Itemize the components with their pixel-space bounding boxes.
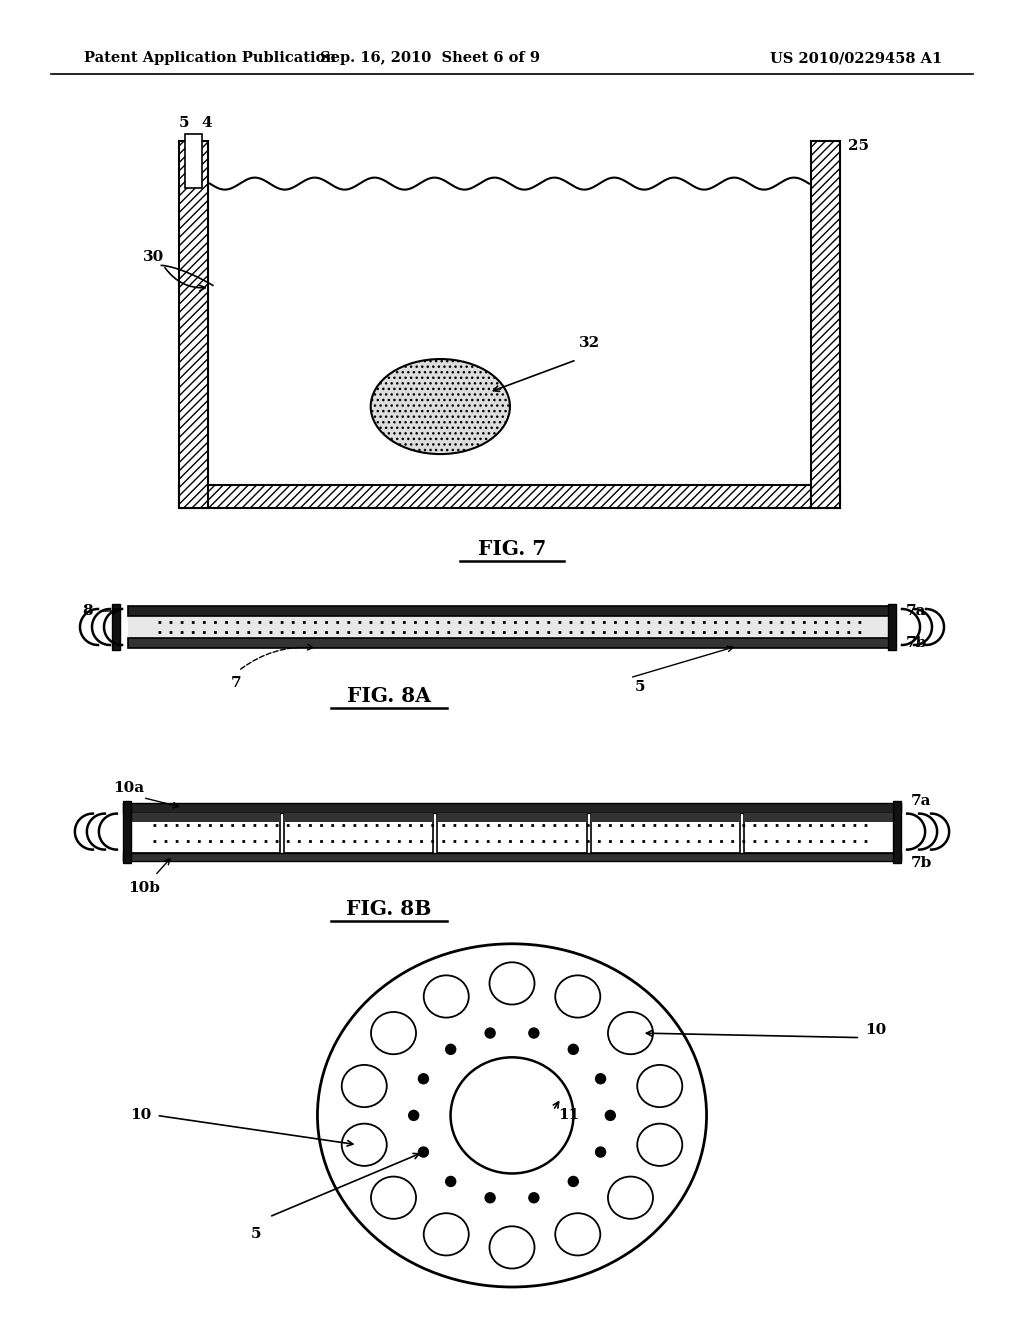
Bar bbox=[123, 803, 901, 813]
Bar bbox=[284, 813, 433, 853]
Bar bbox=[893, 801, 901, 862]
Bar bbox=[591, 813, 740, 853]
Circle shape bbox=[485, 1193, 496, 1203]
Bar bbox=[112, 605, 120, 649]
Text: 7b: 7b bbox=[906, 636, 928, 649]
Bar bbox=[179, 141, 208, 508]
Bar bbox=[744, 813, 894, 853]
Ellipse shape bbox=[608, 1176, 653, 1218]
Text: Sep. 16, 2010  Sheet 6 of 9: Sep. 16, 2010 Sheet 6 of 9 bbox=[321, 51, 540, 65]
Ellipse shape bbox=[637, 1123, 682, 1166]
Circle shape bbox=[409, 1110, 419, 1121]
Bar bbox=[208, 141, 811, 486]
Text: 32: 32 bbox=[579, 335, 600, 350]
Bar bbox=[811, 141, 840, 508]
Text: 5: 5 bbox=[635, 680, 645, 694]
Circle shape bbox=[568, 1176, 579, 1187]
Text: 25: 25 bbox=[848, 140, 868, 153]
Bar bbox=[179, 486, 840, 508]
Bar bbox=[185, 135, 202, 187]
Text: 5: 5 bbox=[251, 1226, 261, 1241]
Ellipse shape bbox=[424, 975, 469, 1018]
Ellipse shape bbox=[489, 962, 535, 1005]
Bar bbox=[123, 801, 131, 862]
Bar bbox=[284, 813, 433, 821]
Bar bbox=[744, 813, 894, 821]
Ellipse shape bbox=[342, 1065, 387, 1107]
Ellipse shape bbox=[555, 975, 600, 1018]
Circle shape bbox=[528, 1028, 539, 1038]
Text: 10b: 10b bbox=[128, 880, 160, 895]
Bar bbox=[888, 605, 896, 649]
Ellipse shape bbox=[451, 1057, 573, 1173]
Text: FIG. 8B: FIG. 8B bbox=[346, 899, 432, 919]
Circle shape bbox=[419, 1073, 428, 1084]
Text: 7a: 7a bbox=[906, 605, 927, 618]
Text: 7b: 7b bbox=[911, 855, 933, 870]
Bar bbox=[128, 616, 896, 638]
Text: 11: 11 bbox=[558, 1109, 580, 1122]
Text: 10a: 10a bbox=[113, 780, 144, 795]
Circle shape bbox=[596, 1147, 605, 1158]
Circle shape bbox=[445, 1044, 456, 1055]
Bar bbox=[437, 813, 587, 853]
Text: 7: 7 bbox=[230, 676, 241, 690]
Ellipse shape bbox=[371, 1176, 416, 1218]
Text: 30: 30 bbox=[143, 251, 165, 264]
Circle shape bbox=[485, 1028, 496, 1038]
Ellipse shape bbox=[371, 359, 510, 454]
Circle shape bbox=[596, 1073, 605, 1084]
Bar bbox=[123, 853, 901, 861]
Bar bbox=[128, 606, 896, 616]
Circle shape bbox=[419, 1147, 428, 1158]
Text: 10: 10 bbox=[130, 1109, 152, 1122]
Text: 7a: 7a bbox=[911, 793, 932, 808]
Bar bbox=[591, 813, 740, 821]
Circle shape bbox=[605, 1110, 615, 1121]
Ellipse shape bbox=[371, 1012, 416, 1055]
Ellipse shape bbox=[608, 1012, 653, 1055]
Ellipse shape bbox=[555, 1213, 600, 1255]
Text: 4: 4 bbox=[202, 116, 212, 129]
Text: 5: 5 bbox=[179, 116, 189, 129]
Bar bbox=[130, 813, 280, 853]
Text: FIG. 8A: FIG. 8A bbox=[347, 686, 431, 706]
Bar bbox=[437, 813, 587, 821]
Circle shape bbox=[528, 1193, 539, 1203]
Text: FIG. 7: FIG. 7 bbox=[478, 539, 546, 558]
Ellipse shape bbox=[342, 1123, 387, 1166]
Bar bbox=[130, 813, 280, 821]
Ellipse shape bbox=[489, 1226, 535, 1269]
Ellipse shape bbox=[317, 944, 707, 1287]
Ellipse shape bbox=[637, 1065, 682, 1107]
Ellipse shape bbox=[424, 1213, 469, 1255]
Circle shape bbox=[445, 1176, 456, 1187]
Text: 8: 8 bbox=[82, 605, 93, 618]
Text: 10: 10 bbox=[865, 1023, 887, 1036]
Text: US 2010/0229458 A1: US 2010/0229458 A1 bbox=[770, 51, 942, 65]
Circle shape bbox=[568, 1044, 579, 1055]
Bar bbox=[128, 638, 896, 648]
Text: Patent Application Publication: Patent Application Publication bbox=[84, 51, 336, 65]
